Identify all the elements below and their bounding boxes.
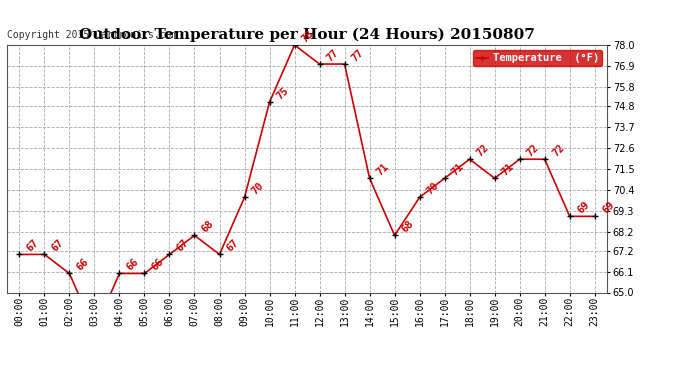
Text: 68: 68: [400, 219, 416, 235]
Legend: Temperature  (°F): Temperature (°F): [473, 50, 602, 66]
Text: 68: 68: [200, 219, 216, 235]
Text: 77: 77: [325, 47, 341, 63]
Text: 77: 77: [350, 47, 366, 63]
Text: 66: 66: [125, 257, 141, 273]
Text: 70: 70: [425, 181, 441, 196]
Text: 75: 75: [275, 86, 291, 101]
Text: 66: 66: [150, 257, 166, 273]
Text: 67: 67: [175, 238, 191, 254]
Text: 67: 67: [225, 238, 241, 254]
Text: 69: 69: [600, 200, 616, 216]
Text: 72: 72: [550, 142, 566, 159]
Text: 71: 71: [500, 162, 516, 177]
Text: 78: 78: [300, 28, 316, 44]
Text: Copyright 2015 Cartronics.com: Copyright 2015 Cartronics.com: [7, 30, 177, 40]
Text: 71: 71: [375, 162, 391, 177]
Text: 66: 66: [75, 257, 91, 273]
Text: 67: 67: [25, 238, 41, 254]
Title: Outdoor Temperature per Hour (24 Hours) 20150807: Outdoor Temperature per Hour (24 Hours) …: [79, 28, 535, 42]
Text: 63: 63: [0, 374, 1, 375]
Text: 72: 72: [475, 142, 491, 159]
Text: 71: 71: [450, 162, 466, 177]
Text: 69: 69: [575, 200, 591, 216]
Text: 70: 70: [250, 181, 266, 196]
Text: 72: 72: [525, 142, 541, 159]
Text: 67: 67: [50, 238, 66, 254]
